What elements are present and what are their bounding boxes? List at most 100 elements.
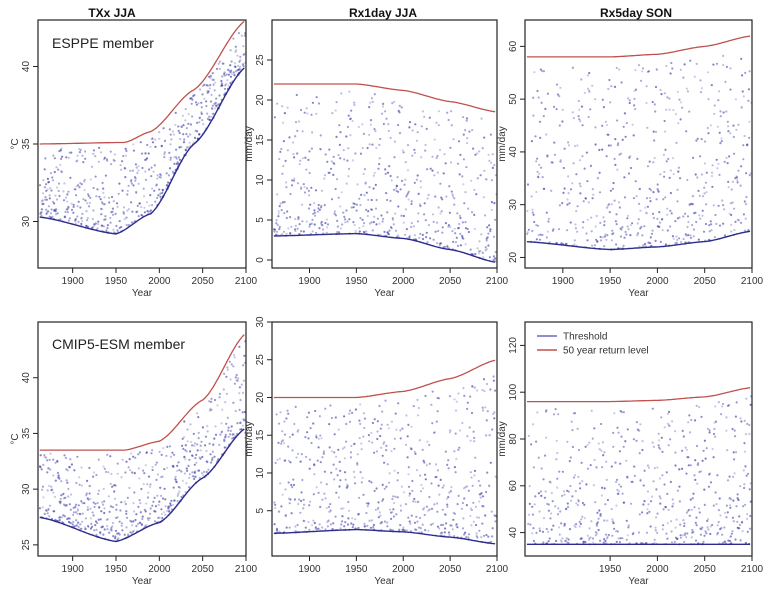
data-point	[106, 224, 109, 227]
data-point	[605, 206, 609, 209]
data-point	[307, 189, 310, 192]
data-point	[360, 448, 363, 451]
data-point	[606, 234, 609, 237]
data-point	[434, 195, 437, 198]
data-point	[408, 492, 411, 495]
data-point	[39, 465, 42, 468]
data-point	[578, 482, 582, 485]
data-point	[585, 483, 588, 486]
data-point	[493, 417, 496, 420]
data-point	[134, 518, 137, 522]
data-point	[78, 476, 81, 479]
data-point	[184, 108, 187, 111]
data-point	[646, 490, 650, 493]
data-point	[658, 225, 661, 228]
data-point	[59, 500, 62, 503]
data-point	[685, 234, 688, 237]
data-point	[100, 207, 103, 210]
data-point	[280, 442, 283, 445]
data-point	[617, 490, 621, 493]
data-point	[367, 502, 370, 505]
data-point	[169, 502, 172, 505]
data-point	[221, 408, 224, 411]
data-point	[558, 533, 561, 536]
data-point	[153, 510, 157, 513]
data-point	[177, 461, 181, 464]
data-point	[668, 176, 671, 179]
data-point	[736, 496, 739, 500]
data-point	[392, 495, 395, 498]
data-point	[208, 409, 211, 412]
data-point	[613, 85, 617, 88]
data-point	[59, 148, 62, 151]
data-point	[75, 519, 78, 522]
data-point	[114, 497, 117, 500]
data-point	[176, 464, 179, 467]
data-point	[140, 487, 143, 491]
data-point	[130, 180, 133, 183]
data-point	[444, 162, 447, 165]
data-point	[348, 509, 351, 512]
data-point	[385, 444, 388, 447]
data-point	[157, 516, 160, 520]
data-point	[211, 450, 214, 453]
data-point	[67, 206, 70, 209]
data-point	[710, 223, 713, 226]
data-point	[210, 459, 214, 462]
data-point	[467, 230, 470, 234]
data-point	[567, 490, 570, 493]
data-point	[344, 221, 347, 224]
data-point	[151, 449, 154, 452]
data-point	[483, 169, 486, 172]
data-point	[131, 471, 134, 474]
data-point	[678, 216, 681, 219]
data-point	[610, 239, 614, 242]
data-point	[560, 540, 563, 543]
data-point	[461, 501, 464, 505]
data-point	[308, 528, 311, 532]
data-point	[313, 473, 316, 476]
data-point	[339, 131, 342, 134]
data-point	[320, 189, 324, 192]
data-point	[608, 78, 611, 82]
data-point	[620, 411, 624, 414]
data-point	[453, 466, 456, 469]
data-point	[423, 461, 426, 464]
data-point	[386, 463, 389, 466]
data-point	[92, 149, 96, 152]
data-point	[337, 196, 340, 199]
data-point	[526, 183, 530, 186]
data-point	[579, 185, 582, 188]
data-point	[469, 248, 472, 251]
data-point	[565, 242, 568, 245]
data-point	[580, 105, 584, 108]
data-point	[204, 444, 207, 447]
data-point	[282, 121, 285, 124]
data-point	[232, 433, 235, 436]
data-point	[669, 72, 672, 75]
data-point	[130, 452, 133, 455]
data-point	[92, 501, 95, 504]
data-point	[406, 144, 410, 147]
data-point	[68, 503, 71, 506]
data-point	[612, 431, 615, 434]
data-point	[95, 195, 98, 198]
data-point	[344, 478, 347, 481]
data-point	[45, 183, 48, 186]
data-point	[662, 524, 665, 527]
data-point	[593, 458, 596, 461]
data-point	[158, 516, 161, 519]
data-point	[320, 220, 323, 224]
data-point	[226, 79, 229, 82]
data-point	[733, 152, 736, 155]
data-point	[315, 231, 318, 235]
data-point	[364, 181, 367, 184]
data-point	[708, 230, 711, 233]
data-point	[186, 440, 189, 443]
data-point	[163, 468, 166, 471]
data-point	[611, 229, 614, 232]
data-point	[368, 106, 371, 109]
data-point	[69, 466, 72, 469]
data-point	[336, 474, 339, 477]
data-point	[705, 191, 708, 194]
